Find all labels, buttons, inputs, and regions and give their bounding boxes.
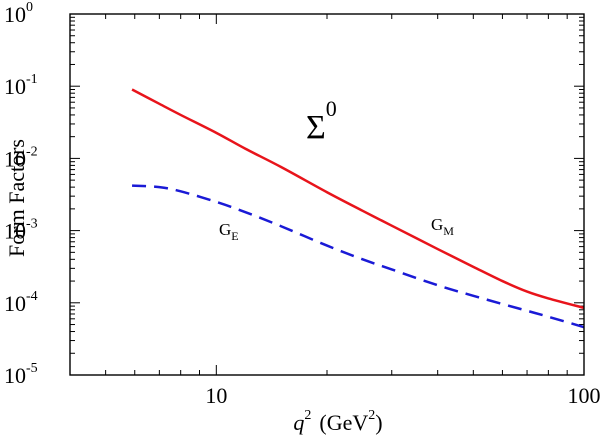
y-tick-label-exp: -5 bbox=[26, 361, 38, 376]
x-tick-label: 100 bbox=[568, 383, 601, 408]
x-axis-unit-open: (GeV bbox=[319, 410, 368, 435]
x-tick-label: 10 bbox=[205, 383, 227, 408]
series-label-gm-main: G bbox=[431, 215, 443, 234]
y-axis-title: Form Factors bbox=[4, 139, 29, 257]
y-tick-label-base: 10 bbox=[4, 74, 26, 99]
y-tick-label: 10-1 bbox=[4, 72, 38, 99]
y-tick-label: 10-5 bbox=[4, 361, 38, 388]
y-tick-label: 100 bbox=[4, 0, 33, 27]
series-label-gm: GM bbox=[431, 215, 454, 238]
y-tick-label-exp: -4 bbox=[26, 289, 38, 304]
series-label-ge: GE bbox=[219, 220, 239, 243]
y-tick-label: 10-3 bbox=[4, 217, 38, 244]
series-layer bbox=[131, 88, 585, 329]
particle-charge: 0 bbox=[326, 96, 337, 121]
y-tick-label-base: 10 bbox=[4, 146, 26, 171]
y-tick-label-exp: -3 bbox=[26, 217, 38, 232]
y-tick-label-base: 10 bbox=[4, 363, 26, 388]
x-axis-var: q bbox=[293, 410, 304, 435]
y-tick-label-base: 10 bbox=[4, 2, 26, 27]
y-tick-label-exp: -1 bbox=[26, 72, 38, 87]
particle-symbol: Σ bbox=[306, 109, 326, 146]
y-tick-label-exp: -2 bbox=[26, 144, 38, 159]
y-tick-label: 10-4 bbox=[4, 289, 38, 316]
x-axis-var-sup: 2 bbox=[304, 408, 311, 423]
series-label-gm-sub: M bbox=[443, 224, 454, 238]
series-label-ge-main: G bbox=[219, 220, 231, 239]
x-axis-unit-sup: 2 bbox=[368, 408, 375, 423]
y-tick-label: 10-2 bbox=[4, 144, 38, 171]
x-axis-title: q2 (GeV2) bbox=[293, 408, 382, 435]
y-tick-label-exp: 0 bbox=[26, 0, 33, 15]
x-axis-unit-close: ) bbox=[375, 410, 382, 435]
series-line-gm bbox=[131, 88, 585, 310]
y-tick-label-base: 10 bbox=[4, 219, 26, 244]
series-line-ge bbox=[131, 184, 585, 329]
particle-annotation: Σ0 bbox=[306, 96, 337, 146]
plot-frame bbox=[69, 13, 585, 376]
y-tick-label-base: 10 bbox=[4, 291, 26, 316]
series-label-ge-sub: E bbox=[231, 229, 238, 243]
